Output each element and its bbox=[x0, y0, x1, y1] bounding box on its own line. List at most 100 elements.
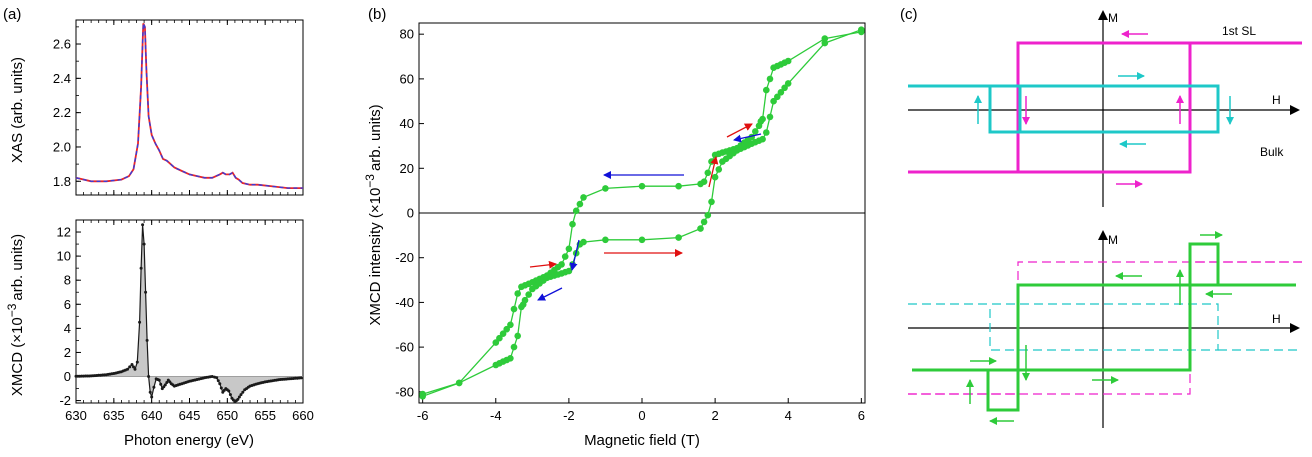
xmcd-point bbox=[236, 397, 240, 401]
y-tick-label: 0 bbox=[64, 369, 71, 384]
bulk-loop-left bbox=[908, 84, 1022, 134]
xmcd-ylabel-main: XMCD (×10 bbox=[9, 317, 26, 396]
xmcd-point bbox=[138, 320, 142, 324]
b-ylabel-sup: −3 bbox=[363, 174, 377, 188]
hysteresis-point bbox=[507, 321, 514, 329]
hysteresis-point bbox=[638, 182, 646, 190]
xmcd-markers bbox=[74, 223, 303, 404]
y-tick-label: -60 bbox=[395, 340, 414, 355]
xmcd-point bbox=[159, 382, 163, 386]
xmcd-point bbox=[157, 378, 161, 382]
hysteresis-point bbox=[770, 64, 777, 71]
hysteresis-point bbox=[821, 39, 829, 47]
red-arrow-3 bbox=[708, 156, 719, 188]
schematic-top: M H 1st SL Bulk bbox=[908, 10, 1302, 207]
hysteresis-point bbox=[675, 182, 682, 190]
combined-loop-upper bbox=[912, 242, 1296, 372]
x-tick-label: -4 bbox=[490, 408, 502, 423]
hysteresis-point bbox=[561, 253, 569, 260]
hysteresis-point bbox=[759, 135, 766, 143]
xmcd-ylabel: XMCD (×10−3 arb. units) bbox=[5, 234, 26, 396]
hysteresis-point bbox=[572, 207, 580, 215]
xmcd-ylabel-sup: −3 bbox=[5, 303, 19, 317]
hysteresis-point bbox=[565, 267, 573, 275]
hysteresis-point bbox=[521, 296, 529, 304]
xmcd-point bbox=[133, 367, 137, 371]
hysteresis-point bbox=[455, 379, 463, 387]
xmcd-point bbox=[126, 367, 129, 371]
blue-arrow-4 bbox=[537, 287, 563, 301]
hysteresis-point bbox=[580, 238, 587, 246]
x-tick-label: 2 bbox=[711, 408, 718, 423]
hysteresis-point bbox=[492, 339, 500, 346]
blue-arrow-3 bbox=[569, 239, 580, 271]
hysteresis-point bbox=[752, 128, 759, 135]
hysteresis-point bbox=[576, 200, 584, 208]
xmcd-point bbox=[228, 393, 232, 397]
y-tick-label: 80 bbox=[400, 27, 414, 42]
x-tick-label: 660 bbox=[292, 408, 314, 423]
hysteresis-point bbox=[496, 334, 503, 342]
xmcd-point bbox=[237, 395, 241, 399]
hysteresis-point bbox=[781, 84, 788, 92]
xmcd-point bbox=[130, 363, 134, 366]
x-tick-label: 655 bbox=[254, 408, 276, 423]
xas-series-red bbox=[75, 23, 303, 189]
xmcd-point bbox=[144, 290, 148, 294]
combined-loop-lower bbox=[912, 283, 1296, 412]
hysteresis-point bbox=[704, 211, 712, 219]
y-tick-label: 0 bbox=[407, 206, 414, 221]
b-ylabel-tail: arb. units) bbox=[367, 104, 384, 171]
hysteresis-ascending-branch bbox=[422, 29, 862, 395]
hysteresis-point bbox=[602, 185, 609, 192]
hysteresis-point bbox=[580, 194, 587, 201]
xas-plot: 1.8 2.0 2.2 2.4 2.6 XAS (arb. units) bbox=[9, 19, 304, 196]
xmcd-point bbox=[142, 242, 146, 246]
x-tick-label: 635 bbox=[103, 408, 125, 423]
b-ylabel-main: XMCD intensity (×10 bbox=[367, 188, 384, 326]
hysteresis-descending-branch bbox=[422, 31, 862, 397]
hysteresis-point bbox=[704, 169, 712, 177]
y-tick-label: 20 bbox=[400, 161, 414, 176]
x-tick-label: 4 bbox=[785, 408, 792, 423]
hysteresis-point bbox=[858, 26, 865, 33]
xmcd-point bbox=[145, 338, 149, 342]
b-ylabel: XMCD intensity (×10−3 arb. units) bbox=[363, 104, 384, 325]
hysteresis-point bbox=[518, 283, 525, 291]
x-tick-label: -2 bbox=[563, 408, 575, 423]
panel-a-label: (a) bbox=[3, 6, 21, 23]
x-tick-label: 640 bbox=[141, 408, 163, 423]
y-tick-label: 8 bbox=[64, 273, 71, 288]
xmcd-point bbox=[239, 393, 243, 397]
hysteresis-point bbox=[711, 173, 719, 181]
hysteresis-point bbox=[602, 236, 609, 244]
xmcd-point bbox=[216, 379, 220, 383]
xmcd-point bbox=[141, 223, 145, 227]
hysteresis-point bbox=[565, 245, 573, 253]
hysteresis-point bbox=[503, 325, 511, 333]
y-tick-label: -80 bbox=[395, 384, 414, 399]
hysteresis-point bbox=[784, 80, 792, 87]
xmcd-point bbox=[219, 386, 223, 390]
y-tick-label: -20 bbox=[395, 250, 414, 265]
h-axis-label-top: H bbox=[1272, 93, 1281, 107]
hysteresis-point bbox=[700, 218, 708, 226]
bulk-loop-right bbox=[990, 84, 1220, 134]
x-tick-label: 0 bbox=[638, 408, 645, 423]
hysteresis-point bbox=[708, 198, 715, 206]
sl-loop-upper bbox=[908, 41, 1302, 174]
xmcd-point bbox=[218, 382, 222, 386]
xmcd-point bbox=[132, 365, 135, 369]
panel-b-label: (b) bbox=[368, 6, 386, 23]
y-tick-label: 2 bbox=[64, 345, 71, 360]
x-tick-label: 630 bbox=[65, 408, 87, 423]
m-axis-label-bottom: M bbox=[1108, 233, 1118, 247]
xmcd-point bbox=[148, 390, 152, 394]
hysteresis-point bbox=[770, 97, 777, 105]
xmcd-point bbox=[135, 360, 139, 364]
x-tick-label: 6 bbox=[858, 408, 865, 423]
sl-reference-lower bbox=[908, 261, 1302, 395]
xmcd-point bbox=[227, 389, 231, 393]
